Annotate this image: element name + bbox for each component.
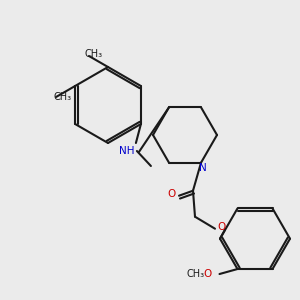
Text: CH₃: CH₃ xyxy=(85,49,103,59)
Text: O: O xyxy=(168,189,176,199)
Text: NH: NH xyxy=(119,146,135,156)
Text: CH₃: CH₃ xyxy=(54,92,72,102)
Text: N: N xyxy=(199,163,207,173)
Text: CH₃: CH₃ xyxy=(186,269,205,279)
Text: O: O xyxy=(217,222,225,232)
Text: O: O xyxy=(203,269,211,279)
